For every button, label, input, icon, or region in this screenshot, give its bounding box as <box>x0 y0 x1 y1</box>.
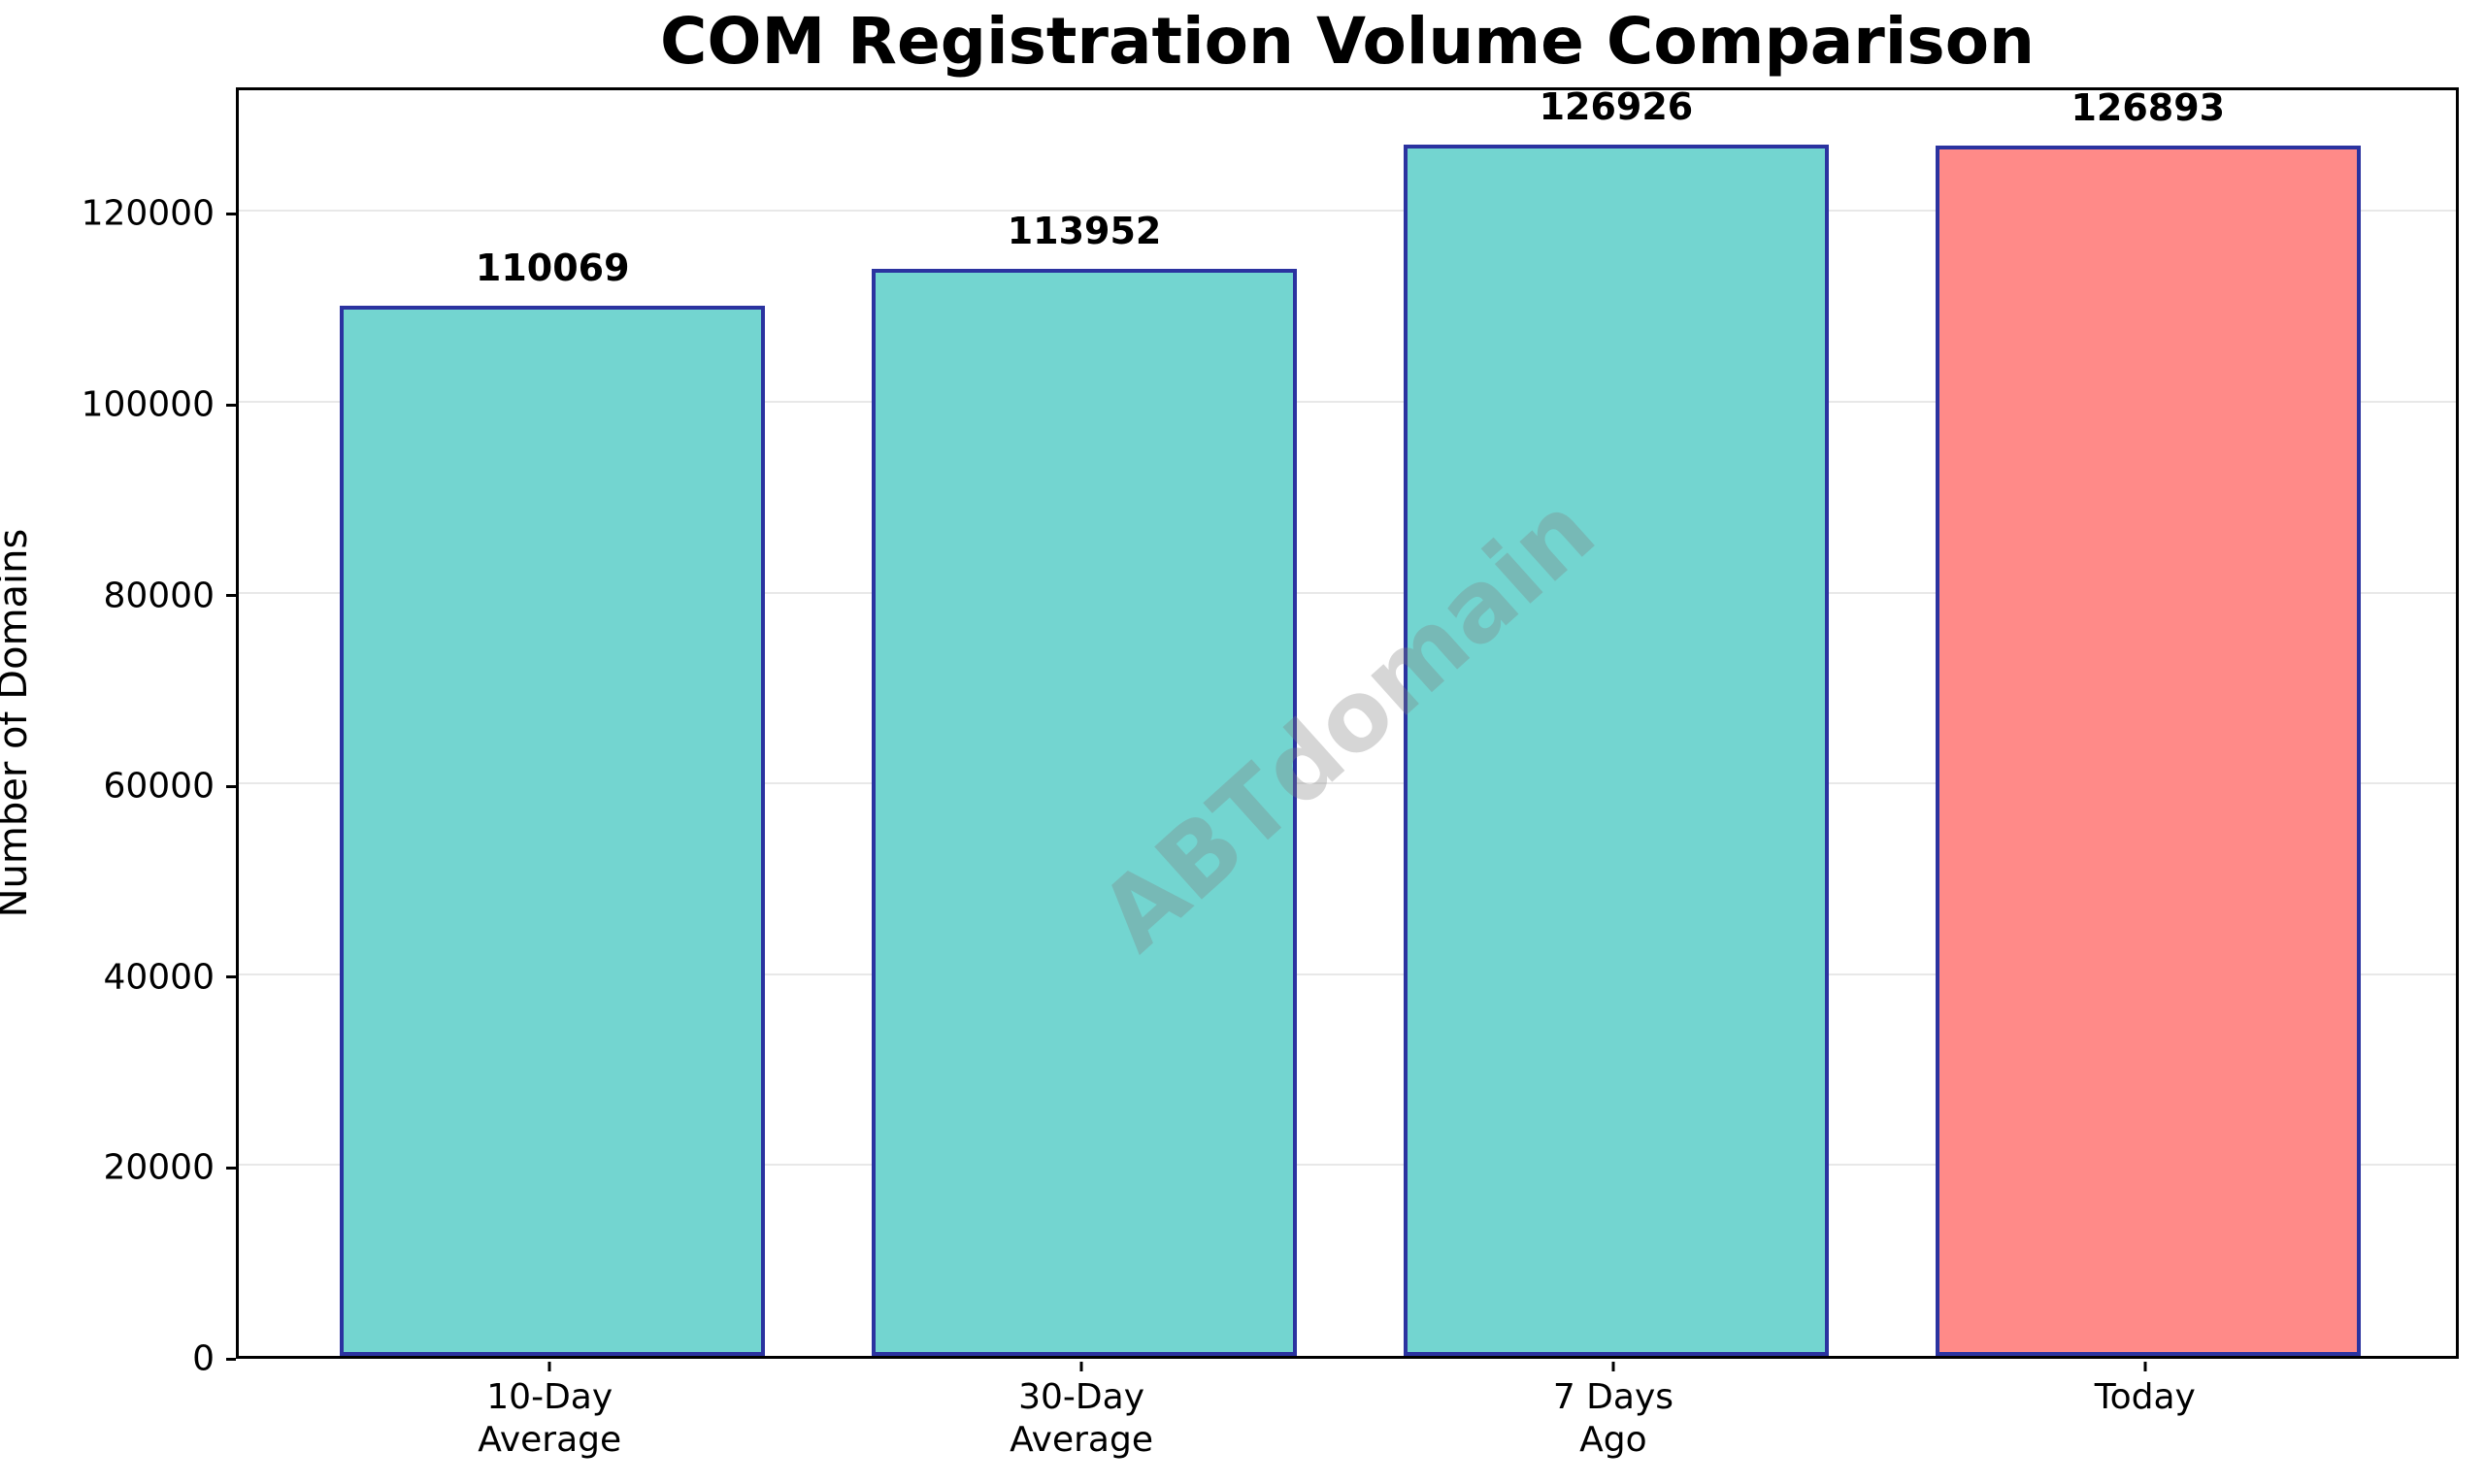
x-tick-label-line: 30-Day <box>1018 1377 1144 1417</box>
x-tick-label-30-day-average: 30-Day Average <box>1010 1376 1153 1462</box>
y-tick-label-0: 0 <box>192 1338 215 1379</box>
gridline-y-120000 <box>239 210 2456 213</box>
gridline-y-60000 <box>239 782 2456 785</box>
y-tick-label-120000: 120000 <box>81 193 215 234</box>
x-tick-mark-30-day-average <box>1079 1362 1083 1371</box>
chart-title: COM Registration Volume Comparison <box>659 4 2036 79</box>
bar-30-day-average <box>871 268 1298 1356</box>
gridline-y-40000 <box>239 973 2456 975</box>
gridline-y-80000 <box>239 591 2456 594</box>
y-tick-mark-60000 <box>226 784 236 788</box>
y-tick-label-60000: 60000 <box>103 766 215 807</box>
x-tick-label-today: Today <box>2095 1376 2196 1419</box>
y-tick-label-40000: 40000 <box>103 957 215 998</box>
x-tick-label-line: Average <box>478 1420 622 1460</box>
y-tick-label-80000: 80000 <box>103 576 215 616</box>
x-tick-label-10-day-average: 10-Day Average <box>478 1376 621 1462</box>
bar-value-label-30-day-average: 113952 <box>1007 209 1162 252</box>
bar-value-label-today: 126893 <box>2071 85 2226 129</box>
x-tick-label-7-days-ago: 7 Days Ago <box>1553 1376 1673 1462</box>
y-tick-mark-80000 <box>226 594 236 598</box>
y-tick-label-100000: 100000 <box>81 384 215 425</box>
y-tick-mark-20000 <box>226 1166 236 1170</box>
x-tick-label-line: Today <box>2094 1377 2196 1417</box>
plot-area: ABTdomain 110069 113952 126926 126893 <box>236 85 2459 1359</box>
bar-10-day-average <box>340 306 766 1356</box>
gridline-y-20000 <box>239 1164 2456 1167</box>
x-tick-mark-10-day-average <box>547 1362 551 1371</box>
y-tick-mark-40000 <box>226 975 236 979</box>
x-tick-label-line: Average <box>1010 1420 1153 1460</box>
x-tick-label-line: 10-Day <box>486 1377 613 1417</box>
x-tick-label-line: 7 Days <box>1552 1377 1674 1417</box>
y-tick-mark-120000 <box>226 212 236 215</box>
gridline-y-100000 <box>239 401 2456 404</box>
x-tick-mark-7-days-ago <box>1611 1362 1615 1371</box>
y-tick-label-20000: 20000 <box>103 1147 215 1188</box>
bar-today <box>1935 145 2361 1356</box>
bar-7-days-ago <box>1403 145 1830 1356</box>
y-tick-mark-0 <box>226 1357 236 1361</box>
x-tick-mark-today <box>2143 1362 2147 1371</box>
y-tick-mark-100000 <box>226 403 236 407</box>
bar-value-label-10-day-average: 110069 <box>475 247 630 290</box>
bar-value-label-7-days-ago: 126926 <box>1539 85 1694 129</box>
x-tick-label-line: Ago <box>1579 1420 1647 1460</box>
y-axis-label: Number of Domains <box>0 528 36 918</box>
